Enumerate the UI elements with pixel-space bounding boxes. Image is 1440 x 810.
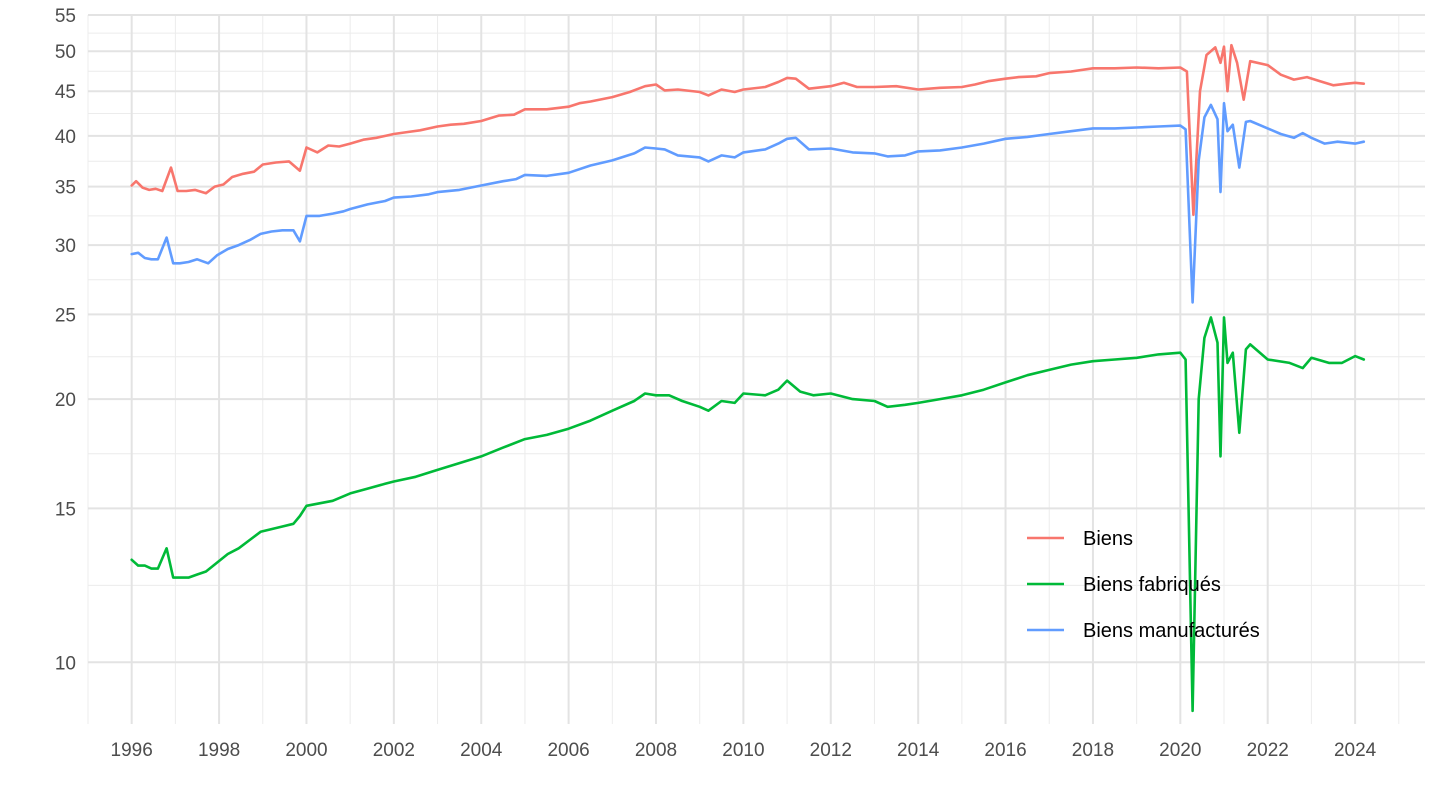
y-tick-label: 40 (55, 127, 76, 148)
x-tick-label: 2018 (1072, 740, 1114, 761)
legend-label-1: Biens fabriqués (1083, 574, 1221, 596)
x-tick-label: 2004 (460, 740, 503, 761)
series-lines (130, 43, 1366, 713)
legend-label-0: Biens (1083, 528, 1133, 550)
x-tick-label: 2014 (897, 740, 940, 761)
y-tick-label: 45 (55, 82, 76, 103)
x-tick-label: 1998 (198, 740, 240, 761)
series-line-2 (130, 101, 1366, 304)
x-tick-label: 2024 (1334, 740, 1377, 761)
y-tick-label: 25 (55, 305, 76, 326)
x-tick-label: 2012 (810, 740, 852, 761)
legend: Biens Biens fabriqués Biens manufacturés (1027, 528, 1260, 642)
x-tick-label: 2010 (722, 740, 764, 761)
x-tick-label: 2020 (1159, 740, 1201, 761)
x-tick-label: 2000 (285, 740, 327, 761)
y-tick-label: 50 (55, 42, 76, 63)
y-tick-label: 30 (55, 236, 76, 257)
x-tick-label: 1996 (111, 740, 153, 761)
series-line-0 (130, 43, 1366, 217)
x-tick-label: 2022 (1247, 740, 1289, 761)
y-tick-label: 20 (55, 390, 76, 411)
y-tick-label: 15 (55, 499, 76, 520)
legend-label-2: Biens manufacturés (1083, 620, 1260, 642)
y-tick-label: 35 (55, 178, 76, 199)
x-tick-label: 2006 (547, 740, 589, 761)
y-axis-tick-labels: 10 15 20 25 30 35 40 45 50 55 (55, 6, 76, 674)
series-line-1 (130, 316, 1366, 713)
y-tick-label: 55 (55, 6, 76, 27)
x-tick-label: 2002 (373, 740, 415, 761)
x-axis-tick-labels: 1996 1998 2000 2002 2004 2006 2008 2010 2012 2014… (111, 740, 1377, 761)
y-tick-label: 10 (55, 653, 76, 674)
x-tick-label: 2008 (635, 740, 677, 761)
x-tick-label: 2016 (984, 740, 1026, 761)
